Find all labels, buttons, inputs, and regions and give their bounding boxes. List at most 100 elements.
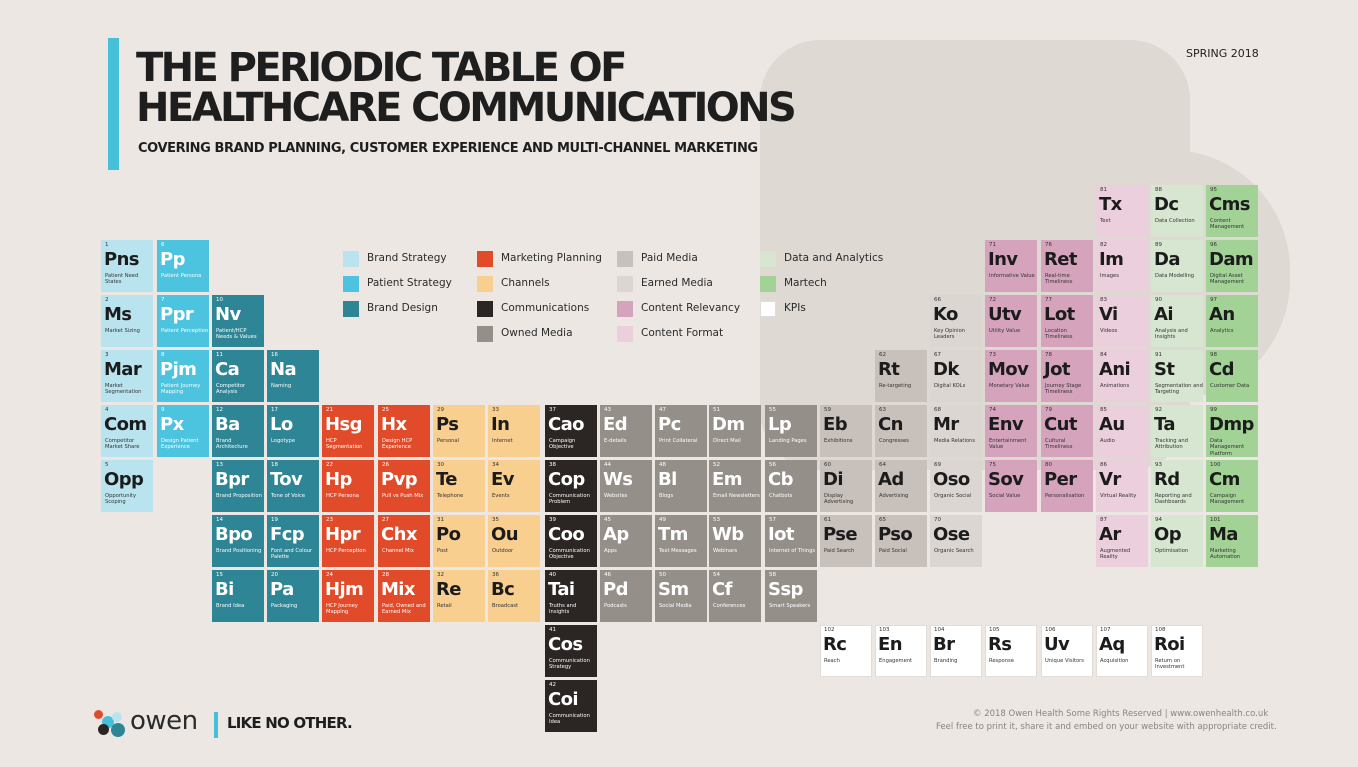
element-name: Naming [271, 383, 292, 389]
element-name: Branding [934, 658, 958, 664]
element-name: Monetary Value [989, 383, 1030, 389]
element-number: 58 [769, 572, 776, 578]
legend-label: Martech [784, 277, 827, 289]
element-name: Animations [1100, 383, 1130, 389]
legend-label: Channels [501, 277, 550, 289]
element-name: Entertainment Value [989, 438, 1027, 451]
element-dm: 51 Dm Direct Mail [709, 405, 761, 457]
element-name: Landing Pages [769, 438, 807, 444]
element-number: 10 [216, 297, 223, 303]
element-name: Text [1100, 218, 1111, 224]
element-name: Exhibitions [824, 438, 853, 444]
element-oso: 69 Oso Organic Social [930, 460, 982, 512]
element-number: 12 [216, 407, 223, 413]
element-number: 17 [271, 407, 278, 413]
element-cf: 54 Cf Conferences [709, 570, 761, 622]
element-number: 33 [492, 407, 499, 413]
element-name: Brand Proposition [216, 493, 262, 499]
element-symbol: Dm [712, 414, 745, 435]
element-dc: 88 Dc Data Collection [1151, 185, 1203, 237]
element-re: 32 Re Retail [433, 570, 485, 622]
element-name: Competitor Market Share [105, 438, 140, 451]
element-name: Communication Problem [549, 493, 590, 506]
element-symbol: Pc [658, 414, 681, 435]
element-name: Podcasts [604, 603, 627, 609]
element-number: 108 [1155, 627, 1166, 633]
legend-label: KPIs [784, 302, 806, 314]
element-number: 79 [1045, 407, 1052, 413]
element-symbol: Lo [270, 414, 293, 435]
element-symbol: Rd [1154, 469, 1180, 490]
element-symbol: Env [988, 414, 1024, 435]
tagline: LIKE NO OTHER. [227, 714, 353, 732]
element-ap: 45 Ap Apps [600, 515, 652, 567]
element-number: 102 [824, 627, 835, 633]
element-name: Key Opinion Leaders [934, 328, 966, 341]
element-utv: 72 Utv Utility Value [985, 295, 1037, 347]
element-number: 13 [216, 462, 223, 468]
element-name: Analytics [1210, 328, 1234, 334]
element-lp: 55 Lp Landing Pages [765, 405, 817, 457]
element-name: HCP Journey Mapping [326, 603, 358, 616]
element-name: Retail [437, 603, 452, 609]
legend-label: Communications [501, 302, 590, 314]
element-symbol: Cf [712, 579, 732, 600]
element-st: 91 St Segmentation and Targeting [1151, 350, 1203, 402]
element-symbol: Au [1099, 414, 1125, 435]
element-br: 104 Br Branding [930, 625, 982, 677]
element-name: Events [492, 493, 510, 499]
element-number: 63 [879, 407, 886, 413]
element-env: 74 Env Entertainment Value [985, 405, 1037, 457]
owen-logo-icon [92, 708, 202, 740]
element-symbol: Hpr [325, 524, 361, 545]
legend-swatch [343, 251, 359, 267]
element-symbol: Ou [491, 524, 519, 545]
legend-swatch [617, 276, 633, 292]
element-eb: 59 Eb Exhibitions [820, 405, 872, 457]
element-iot: 57 Iot Internet of Things [765, 515, 817, 567]
element-number: 7 [161, 297, 165, 303]
element-ps: 29 Ps Personal [433, 405, 485, 457]
element-symbol: Ko [933, 304, 958, 325]
element-name: Optimisation [1155, 548, 1189, 554]
element-pd: 46 Pd Podcasts [600, 570, 652, 622]
element-symbol: Mov [988, 359, 1029, 380]
element-number: 41 [549, 627, 556, 633]
element-symbol: Bi [215, 579, 234, 600]
element-number: 103 [879, 627, 890, 633]
element-number: 104 [934, 627, 945, 633]
element-symbol: Ad [878, 469, 904, 490]
element-chx: 27 Chx Channel Mix [378, 515, 430, 567]
element-number: 9 [161, 407, 165, 413]
element-number: 37 [549, 407, 556, 413]
element-number: 5 [105, 462, 109, 468]
element-symbol: Fcp [270, 524, 305, 545]
element-name: Paid Search [824, 548, 855, 554]
element-pns: 1 Pns Patient Need States [101, 240, 153, 292]
element-name: Personal [437, 438, 460, 444]
element-number: 40 [549, 572, 556, 578]
element-cop: 38 Cop Communication Problem [545, 460, 597, 512]
element-symbol: Ws [603, 469, 633, 490]
element-number: 45 [604, 517, 611, 523]
element-ko: 66 Ko Key Opinion Leaders [930, 295, 982, 347]
element-cd: 98 Cd Customer Data [1206, 350, 1258, 402]
element-number: 1 [105, 242, 109, 248]
element-name: Font and Colour Palette [271, 548, 313, 561]
element-aq: 107 Aq Acquisition [1096, 625, 1148, 677]
element-ed: 43 Ed E-details [600, 405, 652, 457]
element-op: 94 Op Optimisation [1151, 515, 1203, 567]
element-symbol: Cm [1209, 469, 1240, 490]
element-px: 9 Px Design Patient Experience [157, 405, 209, 457]
legend-swatch [760, 276, 776, 292]
legend-label: Paid Media [641, 252, 698, 264]
element-name: Internet [492, 438, 513, 444]
element-number: 55 [769, 407, 776, 413]
element-name: HCP Persona [326, 493, 359, 499]
element-bi: 15 Bi Brand Idea [212, 570, 264, 622]
element-name: Digital KOLs [934, 383, 966, 389]
element-pp: 6 Pp Patient Persona [157, 240, 209, 292]
element-com: 4 Com Competitor Market Share [101, 405, 153, 457]
element-ba: 12 Ba Brand Architecture [212, 405, 264, 457]
element-name: Unique Visitors [1045, 658, 1085, 664]
